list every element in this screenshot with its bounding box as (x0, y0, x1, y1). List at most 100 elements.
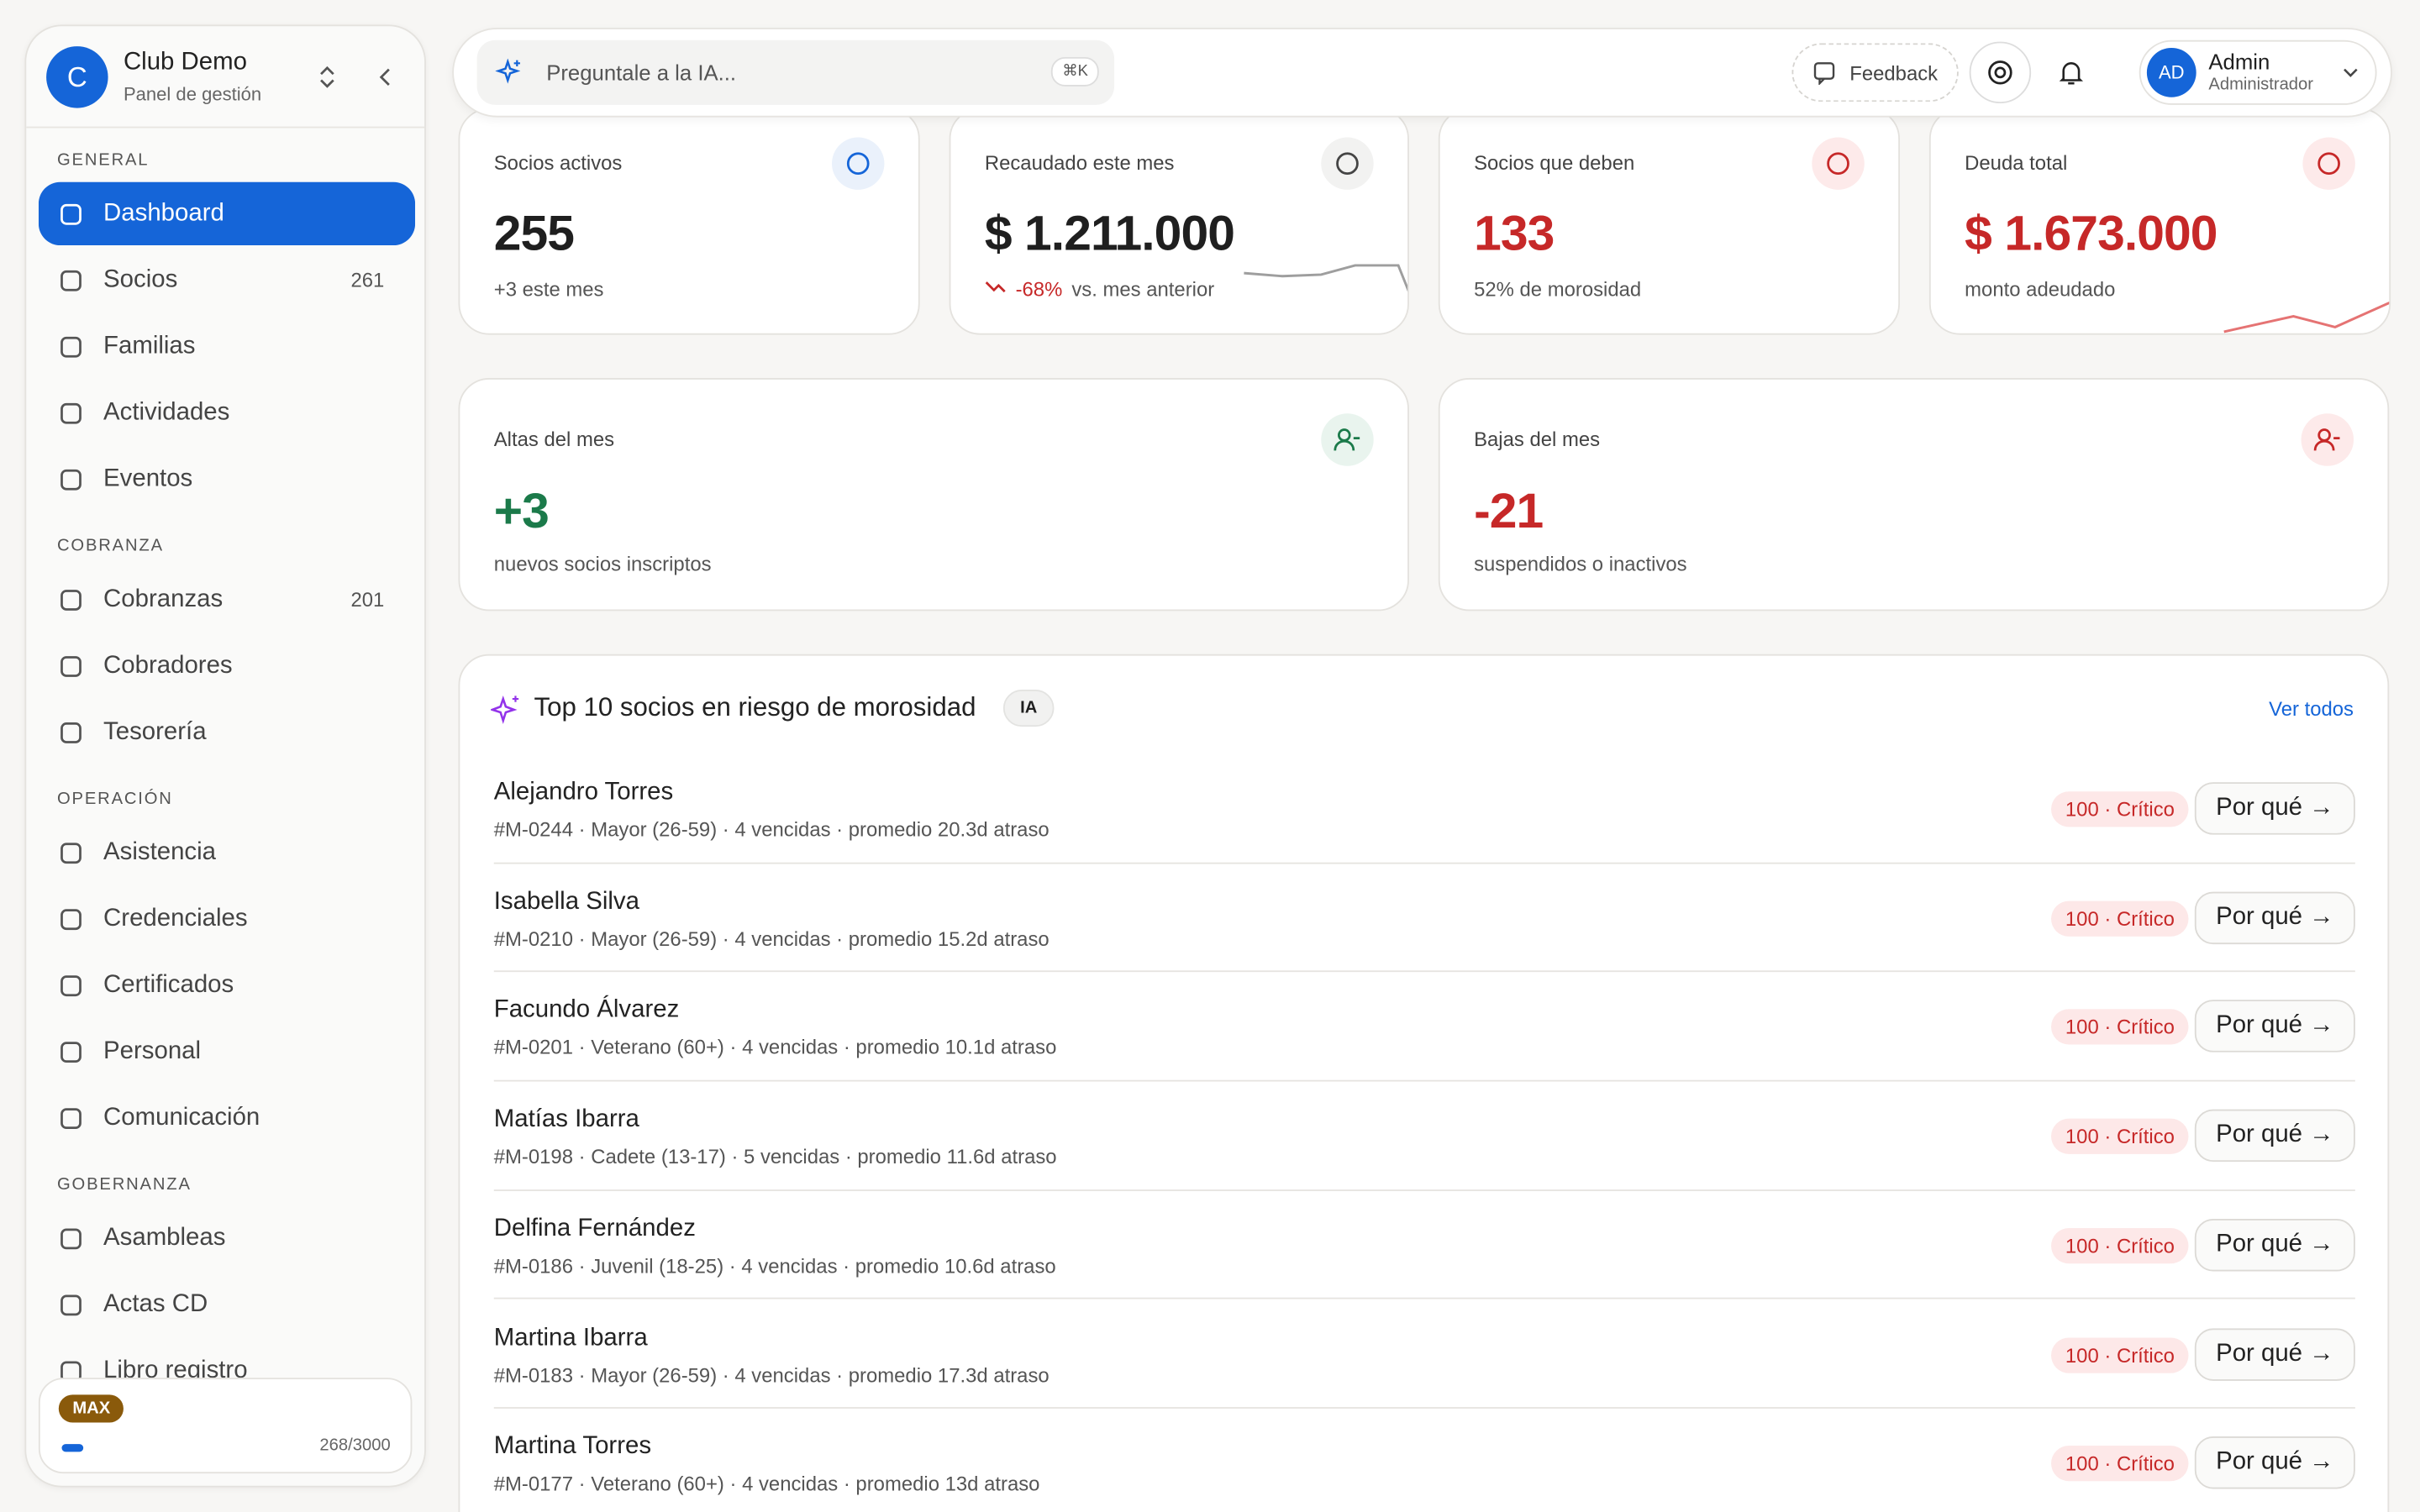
nav-icon (60, 1360, 82, 1378)
icon (2317, 152, 2340, 176)
club-subtitle: Panel de gestión (123, 83, 262, 105)
nav-icon (60, 589, 82, 610)
icon (1827, 152, 1849, 176)
nav-item[interactable]: Asistencia (39, 819, 415, 885)
nav-label: Asambleas (103, 1224, 226, 1251)
risk-row: Matías Ibarra #M-0198 · Cadete (13-17) · … (493, 1082, 2355, 1191)
nav-item[interactable]: Actas CD (39, 1271, 415, 1337)
month-note: nuevos socios inscriptos (493, 552, 712, 576)
sidebar: C Club Demo Panel de gestión GENERAL Dash… (24, 24, 426, 1488)
member-details: #M-0244 · Mayor (26-59) · 4 vencidas · p… (493, 817, 1050, 842)
nav-item[interactable]: Certificados (39, 952, 415, 1018)
club-name: Club Demo (123, 49, 247, 76)
kpi-label: Socios que deben (1474, 151, 1635, 175)
member-name: Isabella Silva (493, 888, 639, 915)
sparkline-svg (2223, 302, 2390, 333)
collapse[interactable] (375, 65, 397, 89)
nav-item[interactable]: Libro registro (39, 1337, 415, 1378)
nav-item[interactable]: Tesorería (39, 699, 415, 765)
nav-label: Comunicación (103, 1104, 260, 1131)
member-name: Martina Torres (493, 1433, 652, 1460)
plan: MAX 268/3000 (38, 1378, 413, 1474)
nav-label: Actividades (103, 398, 230, 426)
risk-score: 100 · Crítico (2051, 1446, 2189, 1482)
kpi-note: +3 este mes (493, 277, 604, 302)
sparkline-svg (1244, 264, 1408, 292)
nav-icon (60, 974, 82, 996)
kpi-delta: -68% (1015, 277, 1063, 302)
plan-bar (61, 1444, 84, 1452)
nav-item[interactable]: Cobranzas 201 (39, 566, 415, 633)
nav-item[interactable]: Credenciales (39, 885, 415, 952)
kpi-label: Recaudado este mes (984, 151, 1175, 175)
feedback-button[interactable]: Feedback (1791, 43, 1959, 102)
nav-item[interactable]: Cobradores (39, 633, 415, 699)
nav-label: Libro registro (103, 1357, 248, 1378)
kpi-value: $ 1.211.000 (984, 205, 1235, 261)
risk-row: Martina Torres #M-0177 · Veterano (60+) ·… (494, 1409, 2355, 1512)
sparkle-icon (491, 696, 519, 724)
view-all[interactable]: Ver todos (2269, 697, 2354, 721)
help-button[interactable] (1969, 41, 2032, 104)
icon (2313, 428, 2340, 451)
ai-search[interactable]: Preguntale a la IA... ⌘K (476, 39, 1115, 105)
month-label: Altas del mes (493, 427, 615, 451)
risk-panel: Top 10 socios en riesgo de morosidad IA … (458, 654, 2390, 1512)
why-button[interactable]: Por qué → (2194, 1218, 2355, 1272)
month-value: -21 (1474, 482, 1544, 539)
shortcut: ⌘K (1051, 56, 1099, 87)
icon (1336, 152, 1359, 176)
nav-item[interactable]: Personal (39, 1018, 415, 1084)
trend-icon (985, 281, 1006, 293)
kpi-card: Socios activos 255 +3 este mes (458, 108, 920, 335)
why-button[interactable]: Por qué → (2194, 1000, 2355, 1053)
why-button[interactable]: Por qué → (2194, 1327, 2355, 1380)
club-switch[interactable] (317, 63, 339, 91)
kpi-icon (1321, 137, 1374, 190)
bell-icon (2059, 62, 2084, 85)
user-name: Admin (2208, 49, 2270, 75)
nav-item[interactable]: Asambleas (39, 1205, 415, 1271)
why-button[interactable]: Por qué → (2194, 1436, 2355, 1489)
kpi-icon (1812, 137, 1865, 190)
nav-label: Cobranzas (103, 585, 224, 612)
nav-section-title: GOBERNANZA (56, 1175, 192, 1194)
user-menu[interactable]: AD Admin Administrador (2139, 39, 2377, 105)
kpi-value: 133 (1474, 205, 1555, 261)
nav-item[interactable]: Socios 261 (39, 247, 415, 313)
nav-item[interactable]: Actividades (39, 380, 415, 446)
member-name: Alejandro Torres (493, 779, 674, 806)
help-icon (1988, 60, 2012, 85)
nav-section-title: GENERAL (56, 151, 150, 171)
why-button[interactable]: Por qué → (2194, 891, 2355, 944)
nav-icon (60, 1227, 82, 1249)
risk-row: Facundo Álvarez #M-0201 · Veterano (60+) … (493, 973, 2355, 1082)
notifications-button[interactable] (2040, 42, 2102, 103)
nav-item[interactable]: Eventos (39, 446, 415, 512)
member-name: Martina Ibarra (493, 1324, 648, 1352)
month-note: suspendidos o inactivos (1474, 552, 1687, 576)
risk-score: 100 · Crítico (2051, 1118, 2189, 1155)
nav-icon (60, 1107, 82, 1129)
why-button[interactable]: Por qué → (2194, 1109, 2355, 1163)
kpi-note: 52% de morosidad (1474, 277, 1642, 302)
feedback-icon (1814, 62, 1836, 86)
nav-label: Familias (103, 332, 196, 360)
why-button[interactable]: Por qué → (2194, 782, 2355, 835)
nav-item[interactable]: Familias (39, 313, 415, 380)
nav-icon (60, 468, 82, 490)
nav-item[interactable]: Comunicación (39, 1084, 415, 1151)
nav-badge: 201 (350, 587, 385, 612)
kpi-card: Deuda total $ 1.673.000 monto adeudado (1928, 108, 2391, 335)
nav-icon (60, 908, 82, 930)
nav-item[interactable]: Dashboard (38, 181, 416, 246)
kpi-value: 255 (493, 205, 575, 261)
member-details: #M-0198 · Cadete (13-17) · 5 vencidas · … (493, 1145, 1057, 1168)
nav-label: Socios (103, 265, 178, 293)
avatar: AD (2146, 47, 2196, 97)
nav-label: Eventos (103, 465, 193, 492)
sparkline (1931, 109, 2390, 333)
member-details: #M-0186 · Juvenil (18-25) · 4 vencidas ·… (493, 1253, 1056, 1278)
nav-icon (60, 655, 82, 676)
